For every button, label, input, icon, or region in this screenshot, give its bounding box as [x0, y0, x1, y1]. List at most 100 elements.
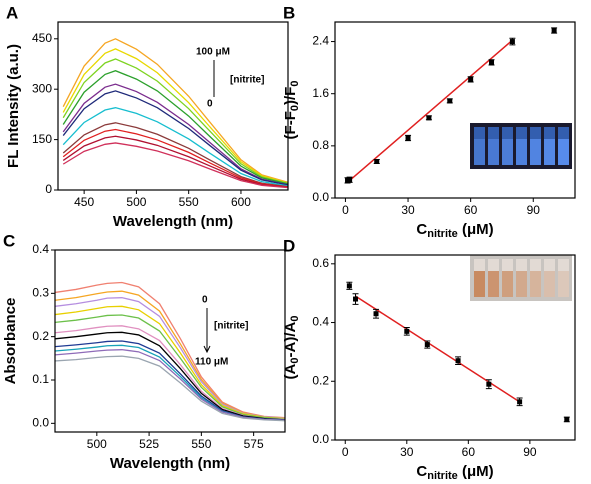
spectrum-line [62, 135, 288, 188]
data-point [346, 283, 352, 289]
x-tick-label: 500 [87, 437, 107, 451]
spectrum-line [62, 38, 288, 183]
y-tick-label: 0.4 [312, 315, 329, 329]
spectrum-line [62, 48, 288, 184]
panel-label: A [6, 3, 18, 22]
data-point [374, 158, 380, 164]
fit-line [355, 295, 521, 403]
data-point [468, 76, 474, 82]
label-subscript: 0 [289, 316, 301, 322]
axes-frame [334, 21, 576, 199]
inset-liquid [544, 139, 555, 165]
spectrum-line [55, 349, 285, 421]
spectrum-line [62, 83, 288, 186]
label-part: C [416, 221, 427, 238]
spectrum-line [55, 281, 285, 419]
data-point [455, 358, 461, 364]
y-tick-label: 0.0 [312, 432, 329, 446]
y-tick-label: 0.8 [312, 138, 329, 152]
y-tick-label: 0.6 [312, 256, 329, 270]
x-tick-label: 525 [139, 437, 159, 451]
y-tick-label: 0.0 [32, 416, 49, 430]
axes-frame [57, 21, 289, 191]
annotation: 100 μM [196, 47, 230, 58]
data-point [486, 381, 492, 387]
spectrum-line [62, 107, 288, 187]
annotation: 0 [202, 295, 208, 306]
label-part: (μM) [458, 463, 494, 480]
y-tick-label: 0.3 [32, 286, 49, 300]
spectrum-line [55, 325, 285, 421]
label-part: (F-F [282, 111, 299, 139]
x-axis-label: Cnitrite (μM) [416, 221, 493, 240]
label-subscript: nitrite [427, 470, 458, 482]
spectrum-line [62, 90, 288, 186]
y-tick-label: 150 [32, 132, 52, 146]
inset-liquid [544, 271, 555, 297]
inset-tube [558, 259, 569, 297]
y-tick-label: 450 [32, 31, 52, 45]
arrow-head [203, 345, 211, 354]
y-tick-label: 0.2 [312, 373, 329, 387]
plot-area [62, 38, 288, 189]
y-tick-label: 0.4 [32, 242, 49, 256]
panel-label: D [283, 236, 295, 255]
axes-frame [54, 249, 286, 433]
data-point [353, 296, 359, 302]
label-subscript: 0 [289, 105, 301, 111]
data-point [405, 135, 411, 141]
spectrum-line [55, 331, 285, 421]
spectrum-line [55, 355, 285, 422]
data-point [347, 177, 353, 183]
spectrum-line [55, 305, 285, 420]
spectrum-line [55, 314, 285, 420]
inset-liquid [474, 271, 485, 297]
annotation: 0 [207, 99, 213, 110]
data-point [564, 416, 570, 422]
y-tick-label: 0.1 [32, 372, 49, 386]
inset-liquid [516, 271, 527, 297]
data-point [424, 342, 430, 348]
label-part: (μM) [458, 221, 494, 238]
data-point [517, 399, 523, 405]
plot-area [346, 281, 570, 423]
annotation: [nitrite] [214, 321, 248, 332]
x-tick-label: 30 [401, 203, 415, 217]
inset-liquid [558, 271, 569, 297]
x-tick-label: 0 [342, 203, 349, 217]
x-tick-label: 600 [231, 195, 251, 209]
x-axis-label: Wavelength (nm) [110, 455, 230, 472]
label-part: -A)/A [282, 322, 299, 358]
x-tick-label: 500 [126, 195, 146, 209]
y-tick-label: 0.2 [32, 329, 49, 343]
label-subscript: 0 [289, 81, 301, 87]
panel-label: B [283, 3, 295, 22]
label-part: Wavelength (nm) [113, 213, 233, 230]
y-tick-label: 300 [32, 81, 52, 95]
x-tick-label: 575 [244, 437, 264, 451]
inset-liquid [488, 271, 499, 297]
x-tick-label: 90 [527, 203, 541, 217]
data-point [551, 27, 557, 33]
plot-area [55, 281, 285, 422]
x-tick-label: 0 [342, 445, 349, 459]
y-axis-label: (A0-A)/A0 [282, 316, 301, 380]
inset-liquid [488, 139, 499, 165]
label-part: )/F [282, 87, 299, 105]
inset-liquid [502, 139, 513, 165]
label-part: Absorbance [2, 298, 19, 385]
inset-tube [530, 259, 541, 297]
annotation: 110 μM [195, 357, 228, 368]
label-part: C [416, 463, 427, 480]
y-axis-label: FL Intensity (a.u.) [5, 44, 22, 168]
label-part: FL Intensity (a.u.) [5, 44, 22, 168]
inset-liquid [530, 271, 541, 297]
x-tick-label: 60 [462, 445, 476, 459]
y-tick-label: 0.0 [312, 190, 329, 204]
data-point [489, 59, 495, 65]
inset-liquid [502, 271, 513, 297]
axes-frame [334, 254, 576, 441]
inset-liquid [530, 139, 541, 165]
y-tick-label: 0 [45, 182, 52, 196]
